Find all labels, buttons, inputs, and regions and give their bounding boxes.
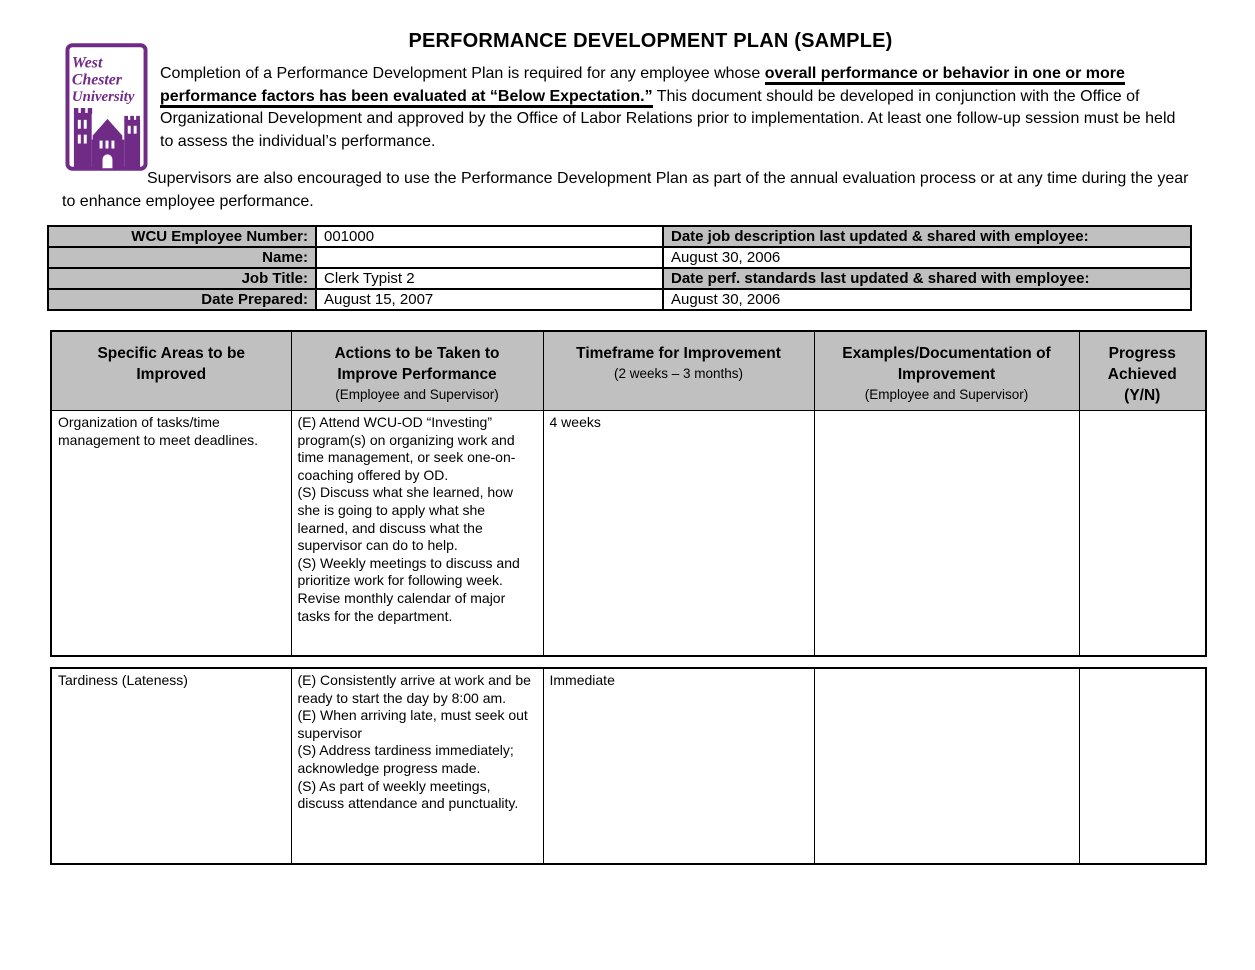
header-subtitle: (2 weeks – 3 months) [613, 366, 744, 381]
castle-windows [77, 119, 137, 169]
table-row: Job Title: Clerk Typist 2 Date perf. sta… [47, 267, 1192, 290]
timeframe-cell: Immediate [542, 667, 815, 865]
job-description-date-value: August 30, 2006 [662, 246, 1192, 269]
timeframe-cell: 4 weeks [542, 410, 815, 656]
university-logo-graphic: West Chester University [65, 43, 148, 171]
intro-text-after: This document should be developed in con… [160, 87, 1176, 150]
header-title: Timeframe for Improvement [576, 345, 781, 362]
progress-cell [1078, 667, 1207, 865]
actions-cell: (E) Attend WCU-OD “Investing” program(s)… [290, 410, 544, 656]
examples-cell [813, 667, 1080, 865]
intro-text-before: Completion of a Performance Development … [160, 65, 765, 82]
university-logo: West Chester University [65, 42, 148, 172]
header-examples: Examples/Documentation of Improvement (E… [813, 330, 1080, 411]
header-progress: Progress Achieved (Y/N) [1078, 330, 1207, 411]
header-timeframe: Timeframe for Improvement (2 weeks – 3 m… [542, 330, 815, 411]
header-title: Progress Achieved (Y/N) [1107, 345, 1177, 404]
header-actions: Actions to be Taken to Improve Performan… [290, 330, 544, 411]
date-prepared-value: August 15, 2007 [315, 288, 664, 311]
employee-number-value: 001000 [315, 225, 664, 248]
table-row: Name: August 30, 2006 [47, 246, 1192, 269]
plan-row-tardiness: Tardiness (Lateness) (E) Consistently ar… [50, 667, 1207, 865]
job-title-label: Job Title: [47, 267, 317, 290]
intro-paragraph-2: Supervisors are also encouraged to use t… [62, 170, 1189, 210]
plan-table-header-row: Specific Areas to be Improved Actions to… [50, 330, 1207, 411]
header-title: Examples/Documentation of Improvement [842, 345, 1051, 383]
logo-text-chester: Chester [72, 71, 123, 88]
job-title-value: Clerk Typist 2 [315, 267, 664, 290]
name-value [315, 246, 664, 269]
development-plan-table-continued: Tardiness (Lateness) (E) Consistently ar… [50, 667, 1207, 865]
job-description-date-label: Date job description last updated & shar… [662, 225, 1192, 248]
header-subtitle: (Employee and Supervisor) [864, 387, 1029, 402]
plan-row-organization: Organization of tasks/time management to… [50, 410, 1207, 656]
date-prepared-label: Date Prepared: [47, 288, 317, 311]
employee-number-label: WCU Employee Number: [47, 225, 317, 248]
header-subtitle: (Employee and Supervisor) [335, 387, 499, 402]
logo-text-west: West [72, 54, 103, 71]
intro-paragraph-1: Completion of a Performance Development … [160, 63, 1182, 153]
examples-cell [813, 410, 1080, 656]
employee-info-table: WCU Employee Number: 001000 Date job des… [47, 225, 1192, 311]
name-label: Name: [47, 246, 317, 269]
logo-text-university: University [72, 89, 135, 105]
area-cell: Tardiness (Lateness) [50, 667, 292, 865]
perf-standards-date-value: August 30, 2006 [662, 288, 1192, 311]
area-cell: Organization of tasks/time management to… [50, 410, 292, 656]
header-title: Specific Areas to be Improved [97, 345, 246, 383]
header-specific-areas: Specific Areas to be Improved [50, 330, 292, 411]
perf-standards-date-label: Date perf. standards last updated & shar… [662, 267, 1192, 290]
table-row: Date Prepared: August 15, 2007 August 30… [47, 288, 1192, 311]
table-row: WCU Employee Number: 001000 Date job des… [47, 225, 1192, 248]
document-title: PERFORMANCE DEVELOPMENT PLAN (SAMPLE) [408, 30, 893, 52]
emphasized-policy-text: overall performance or behavior in one o… [160, 65, 1125, 108]
actions-cell: (E) Consistently arrive at work and be r… [290, 667, 544, 865]
header-title: Actions to be Taken to Improve Performan… [334, 345, 500, 383]
development-plan-table: Specific Areas to be Improved Actions to… [50, 330, 1207, 657]
progress-cell [1078, 410, 1207, 656]
